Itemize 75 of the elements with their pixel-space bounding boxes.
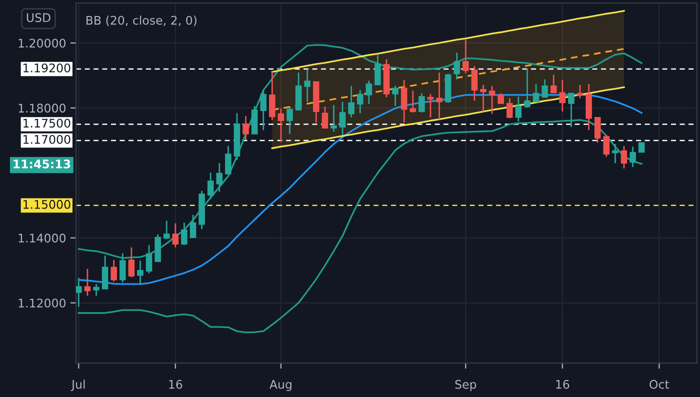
candlestick — [110, 259, 117, 282]
candlestick — [427, 93, 434, 118]
line-series — [271, 10, 625, 73]
candlestick — [550, 74, 557, 94]
candlestick — [410, 90, 416, 114]
text: USD — [26, 13, 50, 22]
candlestick — [102, 254, 108, 290]
candlestick — [594, 116, 601, 144]
y-tick-label: 1.14000 — [18, 234, 66, 243]
candlestick — [542, 78, 548, 98]
x-tick-label: Jul — [70, 380, 85, 392]
candlestick — [630, 146, 636, 168]
candlestick — [163, 220, 170, 240]
y-tick-label: 1.18000 — [18, 104, 66, 113]
y-tick-label: 1.20000 — [18, 38, 66, 48]
candlestick — [498, 92, 504, 104]
x-tick-label: 16 — [556, 380, 570, 389]
candlestick — [454, 52, 460, 80]
candlestick — [225, 145, 232, 175]
candlestick — [207, 172, 214, 200]
text: 11:45:13 — [14, 160, 70, 168]
x-tick-label: 16 — [169, 380, 182, 389]
candlestick — [392, 85, 398, 107]
candlestick — [260, 89, 267, 131]
candlestick — [322, 106, 328, 129]
candlestick — [638, 142, 645, 153]
candlestick — [400, 79, 408, 124]
candlestick — [286, 106, 293, 135]
line-series — [271, 86, 625, 150]
candlestick — [339, 101, 346, 136]
candlestick — [93, 283, 100, 296]
candlestick — [576, 84, 584, 99]
candlestick — [190, 214, 196, 238]
candlestick — [366, 80, 372, 105]
candlestick — [559, 79, 566, 112]
candlestick — [488, 85, 496, 115]
candlestick — [620, 145, 628, 170]
candlestick — [146, 244, 152, 274]
candlestick — [515, 96, 522, 122]
candlestick — [418, 92, 425, 114]
candlestick — [172, 222, 179, 248]
candlestick — [462, 38, 469, 74]
candlestick — [216, 162, 223, 192]
ref-line-label: 1.17500 — [24, 118, 70, 128]
text: BB (20, close, 2, 0) — [86, 16, 196, 26]
candlestick — [330, 104, 337, 132]
candlestick — [128, 246, 135, 278]
candlestick — [471, 65, 478, 102]
candlestick — [181, 222, 188, 246]
candlestick — [356, 89, 364, 114]
candlestick — [436, 72, 442, 120]
candlestick — [506, 98, 513, 120]
candlestick — [119, 252, 126, 284]
candlestick — [524, 68, 530, 108]
candlestick — [480, 84, 486, 112]
x-tick-label: Aug — [270, 380, 292, 392]
candlestick — [612, 143, 618, 164]
candlestick — [304, 68, 310, 102]
y-tick-label: 1.12000 — [18, 298, 66, 308]
candlestick — [242, 115, 249, 140]
candlestick — [137, 260, 144, 286]
candlestick — [84, 268, 91, 296]
candlestick — [269, 70, 276, 121]
candlestick — [568, 92, 574, 128]
x-tick-label: Oct — [650, 380, 670, 389]
x-tick-label: Sep — [455, 380, 476, 392]
candlestick — [532, 83, 540, 102]
ref-line-label: 1.19200 — [24, 63, 70, 72]
ref-line-label: 1.15000 — [24, 200, 70, 209]
candlestick — [374, 54, 381, 86]
candlestick — [348, 85, 354, 118]
ref-line-label: 1.17000 — [24, 134, 70, 144]
candlestick — [603, 134, 610, 158]
candlestick — [278, 108, 284, 142]
candlestick — [76, 277, 82, 308]
